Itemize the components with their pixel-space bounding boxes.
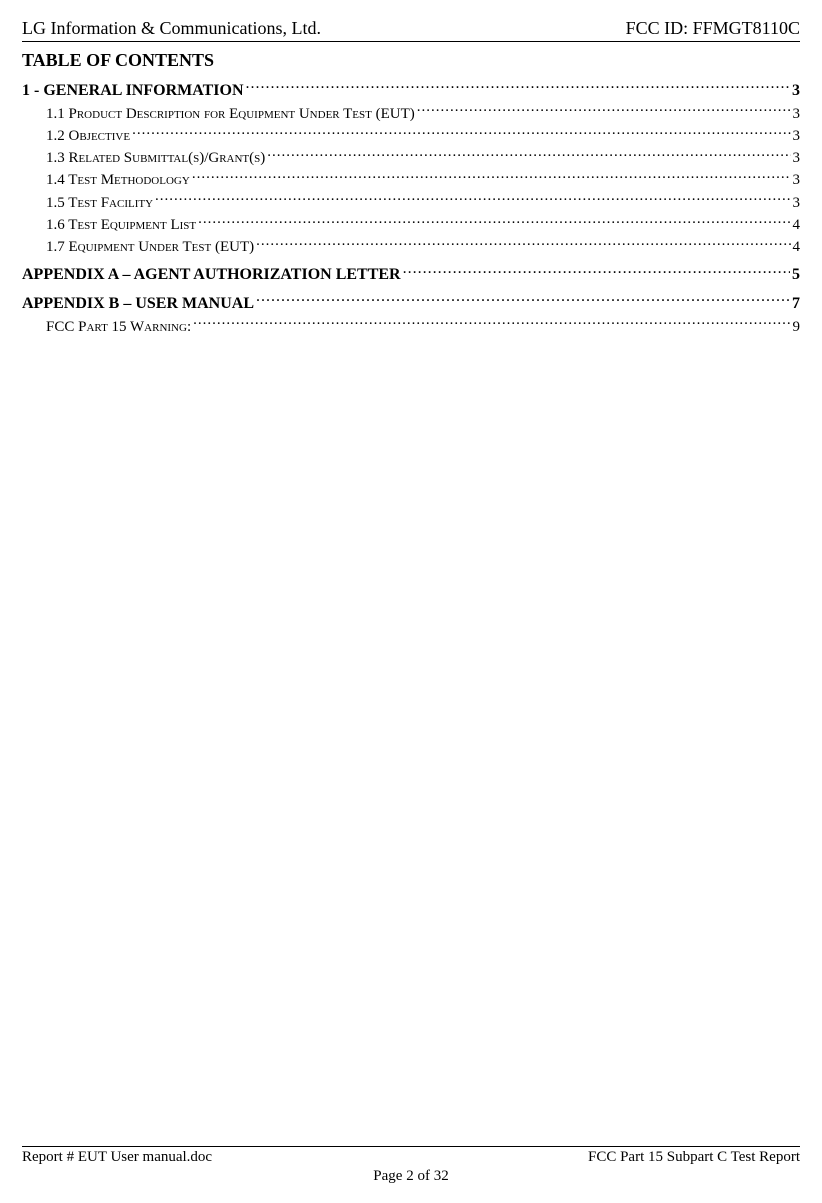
toc-entry-label: FCC Part 15 Warning: bbox=[46, 317, 191, 337]
toc-entry-page: 3 bbox=[793, 148, 801, 168]
toc-entry: APPENDIX A – AGENT AUTHORIZATION LETTER 5 bbox=[22, 263, 800, 286]
toc-entry: 1.5 Test Facility 3 bbox=[22, 192, 800, 213]
toc-entry-page: 3 bbox=[793, 170, 801, 190]
toc-leader-dots bbox=[193, 316, 790, 331]
toc-entry: 1 - GENERAL INFORMATION 3 bbox=[22, 79, 800, 102]
toc-entry-label: APPENDIX B – USER MANUAL bbox=[22, 293, 254, 315]
toc-entry-page: 3 bbox=[793, 193, 801, 213]
footer-right: FCC Part 15 Subpart C Test Report bbox=[588, 1149, 800, 1166]
toc-entry-label: 1.1 Product Description for Equipment Un… bbox=[46, 104, 415, 124]
toc-entry: 1.1 Product Description for Equipment Un… bbox=[22, 103, 800, 124]
header-left: LG Information & Communications, Ltd. bbox=[22, 18, 321, 39]
toc-leader-dots bbox=[132, 125, 790, 140]
toc-entry-page: 4 bbox=[793, 215, 801, 235]
toc-entry-label: 1.2 Objective bbox=[46, 126, 130, 146]
footer-left: Report # EUT User manual.doc bbox=[22, 1149, 212, 1166]
toc-entry-label: 1.7 Equipment Under Test (EUT) bbox=[46, 237, 254, 257]
toc-entry: 1.6 Test Equipment List 4 bbox=[22, 214, 800, 235]
toc-leader-dots bbox=[417, 103, 791, 118]
toc-entry-label: 1.3 Related Submittal(s)/Grant(s) bbox=[46, 148, 265, 168]
toc-leader-dots bbox=[192, 169, 791, 184]
toc-leader-dots bbox=[267, 147, 790, 162]
toc-title: TABLE OF CONTENTS bbox=[22, 50, 800, 71]
toc-entry-label: 1.5 Test Facility bbox=[46, 193, 153, 213]
toc-leader-dots bbox=[403, 263, 790, 279]
toc-leader-dots bbox=[256, 292, 790, 308]
toc-leader-dots bbox=[155, 192, 790, 207]
toc-list: 1 - GENERAL INFORMATION 3 1.1 Product Desc… bbox=[22, 79, 800, 337]
toc-entry: 1.3 Related Submittal(s)/Grant(s) 3 bbox=[22, 147, 800, 168]
header-right: FCC ID: FFMGT8110C bbox=[626, 18, 800, 39]
toc-entry-page: 4 bbox=[793, 237, 801, 257]
toc-entry: 1.7 Equipment Under Test (EUT) 4 bbox=[22, 236, 800, 257]
footer-row: Report # EUT User manual.doc FCC Part 15… bbox=[22, 1146, 800, 1166]
toc-entry-label: 1.4 Test Methodology bbox=[46, 170, 190, 190]
toc-entry-page: 9 bbox=[793, 317, 801, 337]
page-footer: Report # EUT User manual.doc FCC Part 15… bbox=[22, 1146, 800, 1185]
toc-entry-label: 1 - GENERAL INFORMATION bbox=[22, 80, 244, 102]
toc-entry-page: 3 bbox=[793, 104, 801, 124]
footer-page-number: Page 2 of 32 bbox=[22, 1168, 800, 1185]
toc-entry: 1.4 Test Methodology 3 bbox=[22, 169, 800, 190]
toc-entry-page: 7 bbox=[792, 293, 800, 315]
toc-entry-label: 1.6 Test Equipment List bbox=[46, 215, 196, 235]
toc-entry-page: 5 bbox=[792, 264, 800, 286]
toc-entry-page: 3 bbox=[793, 126, 801, 146]
toc-entry: FCC Part 15 Warning: 9 bbox=[22, 316, 800, 337]
toc-entry: 1.2 Objective 3 bbox=[22, 125, 800, 146]
toc-entry-page: 3 bbox=[792, 80, 800, 102]
toc-leader-dots bbox=[198, 214, 790, 229]
page-header: LG Information & Communications, Ltd. FC… bbox=[22, 18, 800, 42]
toc-entry-label: APPENDIX A – AGENT AUTHORIZATION LETTER bbox=[22, 264, 401, 286]
toc-entry: APPENDIX B – USER MANUAL 7 bbox=[22, 292, 800, 315]
toc-leader-dots bbox=[256, 236, 790, 251]
toc-leader-dots bbox=[246, 79, 791, 95]
